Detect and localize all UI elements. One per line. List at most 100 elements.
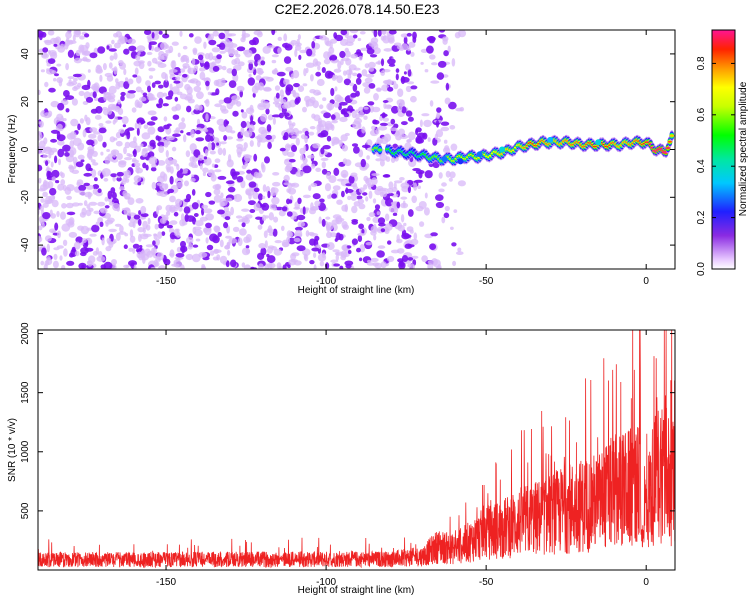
noise-blob [291,252,300,257]
noise-blob [147,126,156,135]
noise-blob [405,63,411,71]
noise-blob [384,213,390,221]
noise-blob [132,150,137,155]
noise-blob [408,131,416,141]
noise-blob [65,63,69,71]
noise-blob [345,187,349,194]
noise-blob [92,251,98,256]
noise-blob [333,68,342,73]
noise-blob [103,261,113,269]
noise-blob [236,85,245,92]
noise-blob [187,243,193,250]
noise-blob [205,213,215,221]
noise-blob [284,44,293,51]
noise-blob [71,246,76,253]
noise-blob [440,121,450,126]
noise-blob [436,107,442,113]
noise-blob [93,210,100,215]
noise-blob [147,85,151,93]
noise-blob [313,252,317,258]
noise-blob [123,207,131,216]
noise-blob [42,202,49,208]
noise-blob [79,118,84,124]
snr-x-tick-label: -100 [316,577,336,588]
noise-blob [248,73,252,78]
noise-blob [275,92,280,99]
noise-blob [413,232,418,241]
noise-blob [179,168,183,174]
noise-blob [332,249,340,253]
noise-blob [169,166,174,174]
noise-blob [352,72,358,77]
noise-blob [253,30,263,36]
noise-blob [341,144,348,152]
noise-blob [333,263,340,267]
noise-blob [44,235,52,242]
noise-blob [415,169,425,175]
noise-blob [286,151,295,158]
noise-blob [38,89,41,95]
noise-blob [357,232,366,236]
noise-blob [445,170,451,178]
noise-blob [315,71,322,77]
noise-blob [141,149,148,158]
noise-blob [123,244,128,249]
noise-blob [92,188,98,195]
noise-blob [297,197,302,204]
noise-blob [56,123,63,131]
noise-blob [373,234,377,241]
noise-blob [384,223,393,231]
noise-blob [264,156,270,164]
noise-blob [203,41,207,49]
noise-blob [255,75,262,81]
noise-blob [66,184,75,192]
noise-blob [149,139,156,147]
noise-blob [223,221,229,229]
noise-blob [163,140,169,148]
noise-blob [386,187,394,194]
noise-blob [417,185,422,189]
noise-blob [302,194,311,199]
noise-blob [321,252,326,259]
noise-blob [71,98,78,106]
noise-blob [198,251,208,258]
noise-blob [85,96,94,103]
noise-blob [323,112,331,119]
noise-blob [94,177,98,182]
noise-blob [302,106,307,113]
noise-blob [400,182,410,189]
noise-blob [40,260,45,266]
noise-blob [400,76,410,83]
noise-blob [127,38,136,45]
noise-blob [86,151,93,160]
noise-blob [358,203,366,210]
noise-blob [168,90,174,98]
noise-blob [202,167,209,173]
noise-blob [42,154,48,159]
noise-blob [44,81,49,88]
noise-blob [38,188,46,192]
noise-blob [201,204,209,209]
noise-blob [180,245,188,253]
noise-blob [112,175,116,182]
noise-blob [49,209,53,217]
noise-blob [288,231,294,238]
noise-blob [191,189,196,196]
noise-blob [361,126,366,134]
noise-blob [223,97,232,104]
noise-blob [230,259,237,268]
noise-blob [245,245,250,249]
noise-blob [324,123,334,131]
noise-blob [104,205,110,209]
noise-blob [41,247,47,256]
noise-blob [346,245,352,249]
noise-blob [149,75,153,79]
noise-blob [353,146,360,154]
noise-blob [311,41,316,49]
noise-blob [42,212,51,220]
noise-blob [397,128,405,136]
noise-blob [292,70,300,79]
noise-blob [188,33,194,38]
noise-blob [222,147,227,156]
noise-blob [224,216,231,221]
